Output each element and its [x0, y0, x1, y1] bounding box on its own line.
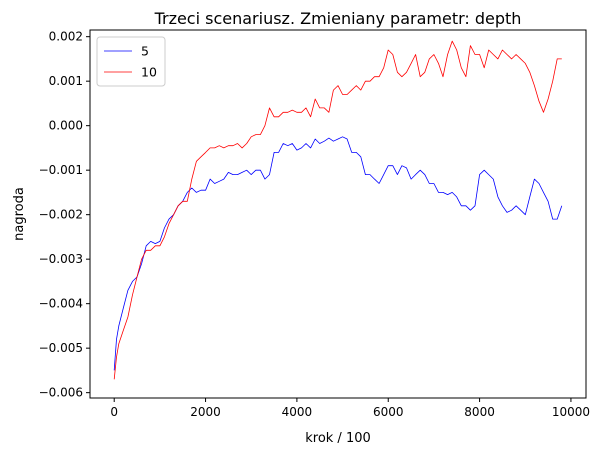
- chart-title: Trzeci scenariusz. Zmieniany parametr: d…: [154, 9, 522, 28]
- x-axis-label: krok / 100: [305, 431, 371, 446]
- legend: 510: [96, 36, 166, 87]
- legend-label-5: 5: [141, 44, 149, 59]
- y-axis-label: nagroda: [12, 187, 27, 241]
- series-line-10: [113, 40, 562, 380]
- plot-frame: [89, 29, 587, 399]
- legend-label-10: 10: [141, 65, 157, 80]
- y-tick-label: −0.005: [39, 341, 83, 355]
- series-line-5: [113, 136, 563, 371]
- x-tick-label: 6000: [373, 405, 404, 419]
- x-axis: 0 2000 4000 6000 8000 10000: [110, 398, 590, 419]
- y-tick-label: −0.003: [39, 252, 83, 266]
- x-tick-label: 0: [110, 405, 118, 419]
- y-tick-label: −0.002: [39, 208, 83, 222]
- x-tick-label: 2000: [190, 405, 221, 419]
- y-tick-label: −0.001: [39, 163, 83, 177]
- y-tick-label: 0.000: [49, 119, 83, 133]
- y-tick-label: −0.004: [39, 297, 83, 311]
- series-layer: [113, 40, 563, 380]
- y-tick-label: 0.001: [49, 74, 83, 88]
- y-tick-label: −0.006: [39, 386, 83, 400]
- legend-box: [96, 36, 166, 87]
- plot-area: 0 2000 4000 6000 8000 10000 −0.006−0.005−0.00…: [39, 29, 590, 419]
- x-tick-label: 8000: [464, 405, 495, 419]
- x-tick-label: 10000: [552, 405, 590, 419]
- x-tick-label: 4000: [282, 405, 313, 419]
- y-axis: −0.006 −0.005 −0.004 −0.003 −0.002 −0.001 0.00…: [39, 30, 90, 400]
- y-tick-label: 0.002: [49, 30, 83, 44]
